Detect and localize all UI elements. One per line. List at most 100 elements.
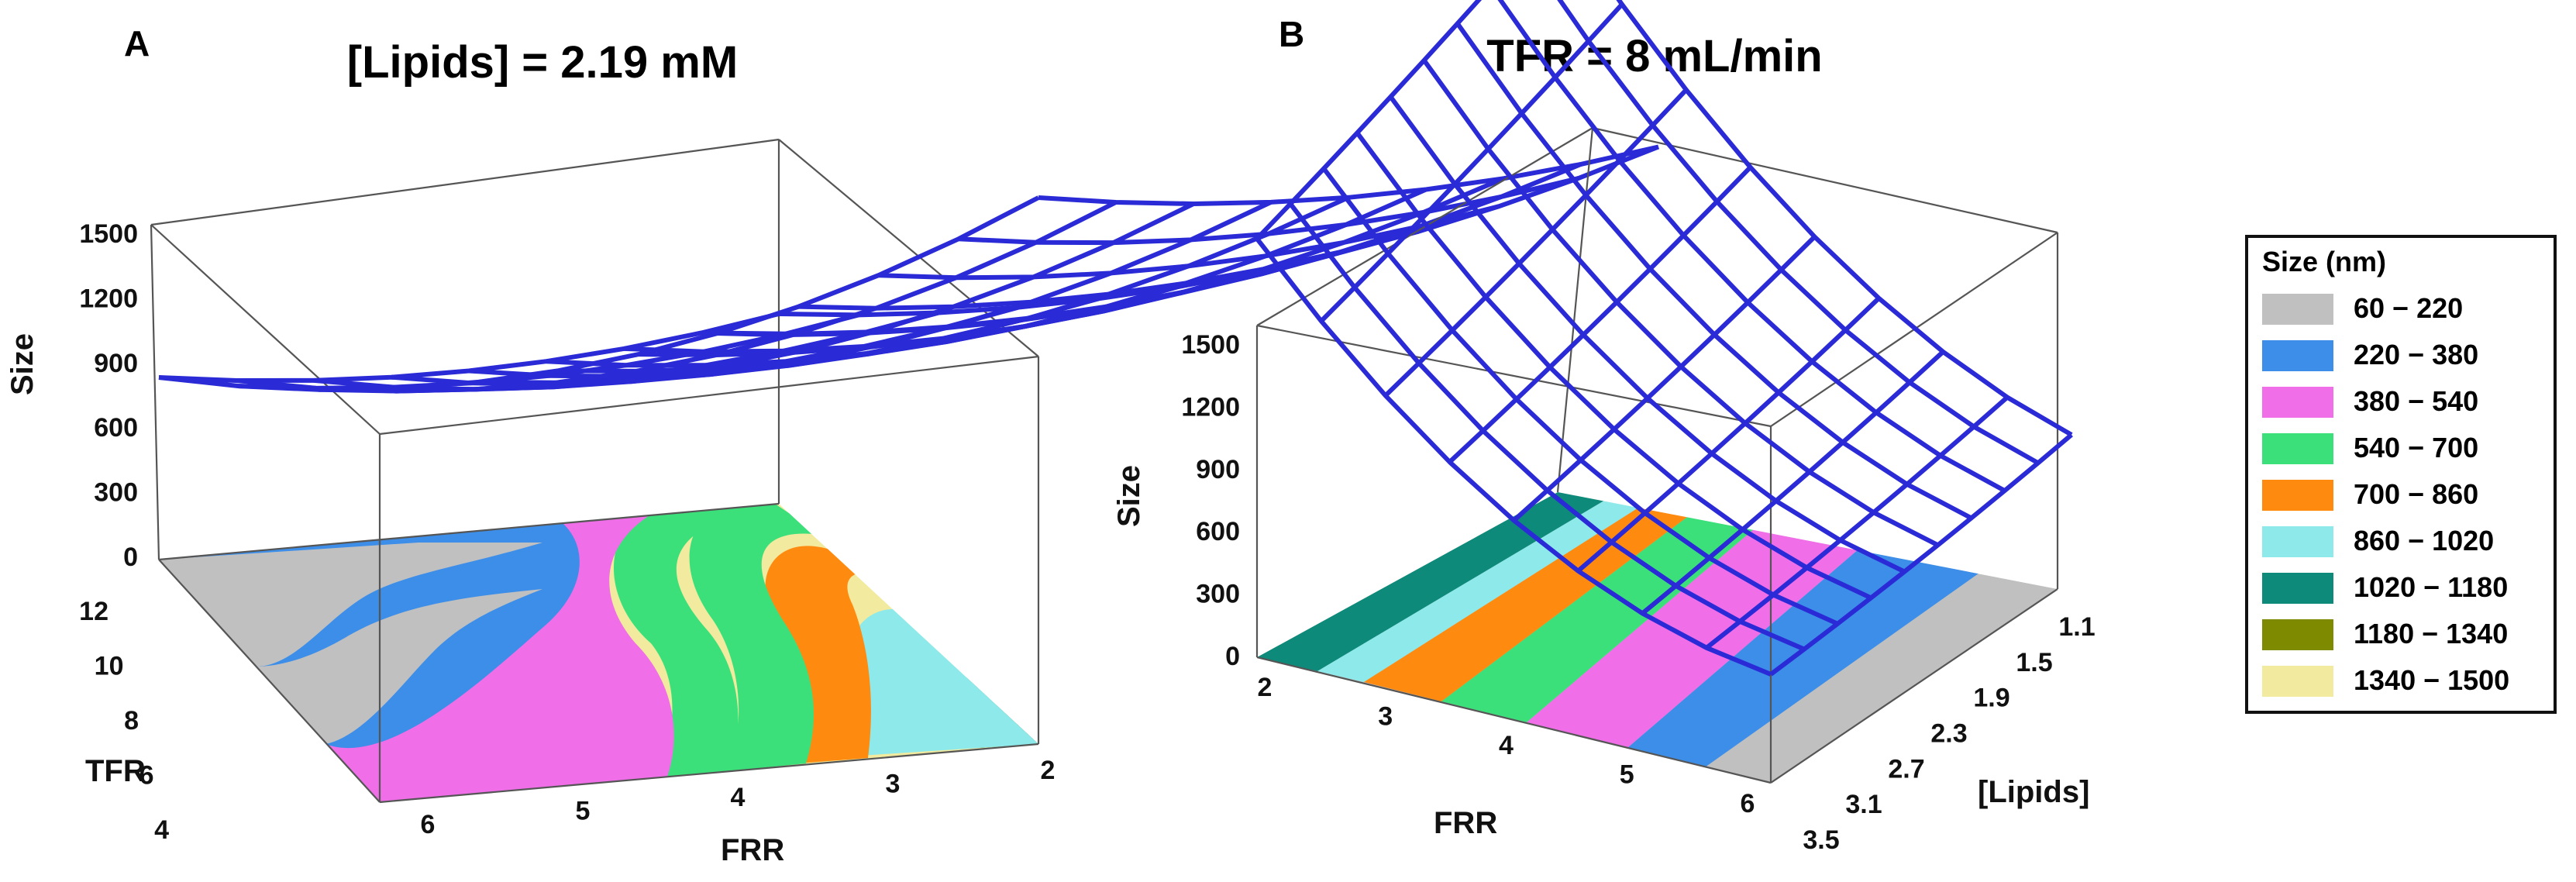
panel-b-title: TFR = 8 mL/min	[1486, 31, 1822, 81]
panel-a-y-tick: 10	[95, 652, 124, 681]
panel-a-mesh-line	[778, 144, 1660, 318]
legend-swatch	[2262, 294, 2333, 325]
panel-b-mesh-line	[1512, 235, 1817, 522]
panel-a-surface-mesh	[158, 144, 1660, 394]
panel-b-mesh-line	[1576, 296, 1881, 573]
legend-label: 380 − 540	[2354, 385, 2479, 417]
legend-entry: 220 − 380	[2262, 337, 2549, 374]
legend-swatch	[2262, 573, 2333, 604]
band-220-380	[1627, 535, 1984, 767]
panel-b-mesh-line	[1255, 0, 1483, 241]
panel-a-mesh-line	[158, 195, 1040, 392]
panel-a-z-tick: 600	[94, 413, 138, 443]
legend-swatch	[2262, 433, 2333, 464]
legend-label: 220 − 380	[2354, 339, 2479, 370]
panel-b-surface-mesh	[1255, 0, 2073, 677]
panel-b-y-tick: 1.9	[1973, 684, 2009, 713]
panel-b-x-tick: 2	[1258, 673, 1273, 702]
legend-swatch	[2262, 387, 2333, 418]
panel-b-letter: B	[1279, 14, 1304, 54]
panel-b-z-tick: 300	[1196, 580, 1240, 609]
panel-b-z-tick: 1200	[1181, 392, 1240, 422]
band-380-540	[1527, 512, 1875, 748]
panel-b-y-tick: 3.1	[1845, 790, 1882, 819]
panel-b-x-tick: 6	[1741, 789, 1755, 818]
panel-b-mesh-line	[1641, 350, 1945, 615]
band-700-860	[765, 546, 876, 763]
panel-a-mesh-line	[313, 202, 1195, 392]
panel-b-z-tick: 1500	[1181, 330, 1240, 360]
panel-b-mesh-line	[1383, 88, 1688, 398]
panel-b-mesh-line	[1497, 0, 2006, 493]
panel-b-mesh-line	[1448, 165, 1752, 464]
panel-a-x-tick: 3	[886, 770, 901, 799]
band-60-220	[159, 543, 542, 667]
panel-a-y-tick: 4	[154, 815, 169, 845]
panel-b-mesh-line	[1769, 432, 2073, 677]
band-1020-1180	[1257, 492, 1612, 671]
panel-b-floor-contours	[1257, 492, 2058, 783]
band-540-700-b	[614, 504, 744, 779]
legend-entry: 60 − 220	[2262, 291, 2549, 328]
panel-b-y-tick: 2.3	[1930, 719, 1967, 749]
legend-entry: 380 − 540	[2262, 384, 2549, 421]
panel-b-mesh-line	[1616, 0, 2073, 437]
legend-title: Size (nm)	[2262, 246, 2387, 277]
panel-b-zlabel: Size	[1112, 465, 1146, 527]
legend-entry: 700 − 860	[2262, 477, 2549, 514]
panel-b-y-tick: 1.1	[2058, 612, 2095, 642]
band-540-700	[689, 504, 821, 771]
panel-a-x-tick: 5	[576, 797, 591, 826]
legend: Size (nm) 60 − 220 220 − 380 380 − 540 540 …	[2245, 235, 2557, 714]
panel-b-ylabel: [Lipids]	[1978, 775, 2089, 809]
legend-swatch	[2262, 480, 2333, 511]
panel-a-box	[150, 138, 1040, 804]
panel-a-mesh-line	[1038, 144, 1659, 206]
panel-b-z-tick: 900	[1196, 455, 1240, 484]
panel-b-mesh-line	[1319, 2, 1624, 323]
panel-b-mesh-line	[1355, 131, 1872, 601]
panel-b-xlabel: FRR	[1434, 806, 1497, 840]
panel-b-mesh-line	[1422, 59, 1939, 547]
legend-entry: 540 − 700	[2262, 430, 2549, 467]
legend-swatch	[2262, 619, 2333, 650]
panel-a-z-tick: 1200	[79, 284, 138, 313]
panel-b-mesh-line	[1705, 395, 2009, 650]
panel-a-ylabel: TFR	[85, 754, 146, 788]
legend-label: 700 − 860	[2354, 478, 2479, 510]
legend-entry: 1180 − 1340	[2262, 616, 2549, 653]
panel-a-xlabel: FRR	[721, 833, 784, 867]
panel-a-y-tick: 8	[124, 706, 139, 736]
legend-label: 1180 − 1340	[2354, 618, 2509, 649]
panel-a-letter: A	[124, 23, 150, 64]
legend-label: 1020 − 1180	[2354, 571, 2509, 603]
panel-a-floor-contours	[159, 504, 1038, 802]
panel-b-x-tick: 3	[1378, 702, 1393, 732]
panel-b-mesh-line	[1388, 95, 1906, 574]
panel-a-x-tick: 2	[1041, 756, 1056, 785]
legend-entry: 1340 − 1500	[2262, 663, 2549, 700]
legend-label: 1340 − 1500	[2354, 664, 2510, 696]
panel-a-z-tick: 0	[123, 543, 138, 572]
legend-entry: 1020 − 1180	[2262, 570, 2549, 607]
panel-b-mesh-line	[1557, 0, 2040, 465]
panel-a-y-tick: 6	[139, 761, 154, 791]
panel-b-y-tick: 1.5	[2016, 648, 2052, 677]
panel-a-x-tick: 4	[731, 783, 746, 812]
panel-b-x-tick: 4	[1499, 731, 1514, 760]
legend-swatch	[2262, 526, 2333, 557]
panel-b-y-tick: 2.7	[1888, 754, 1924, 784]
panel-a-z-tick: 900	[94, 349, 138, 378]
band-60-220-b	[256, 589, 542, 744]
legend-label: 540 − 700	[2354, 432, 2479, 463]
legend-swatch	[2262, 340, 2333, 371]
panel-a-mesh-line	[623, 176, 1505, 354]
panel-b-mesh-line	[1288, 202, 1806, 652]
panel-b-z-tick: 600	[1196, 517, 1240, 546]
band-860-1020	[843, 608, 1038, 756]
panel-a-y-tick: 12	[79, 597, 108, 626]
band-540-700	[1441, 504, 1775, 722]
panel-a-x-tick: 6	[421, 810, 436, 839]
panel-b-y-tick: 3.5	[1803, 825, 1839, 855]
